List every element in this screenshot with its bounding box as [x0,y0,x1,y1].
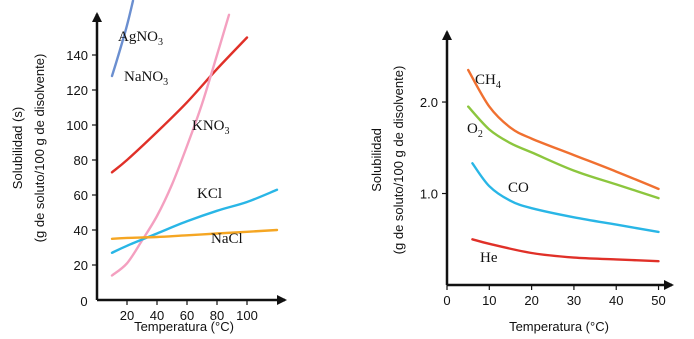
left-x-tick-label: 80 [210,308,224,323]
left-origin-label: 0 [80,294,87,309]
left-x-tick-label: 60 [180,308,194,323]
salt-solubility-chart: 20 40 60 80 100 20 40 60 80 100 120 140 0 Temperatu… [10,0,287,334]
right-y-tick-label: 2.0 [420,95,438,110]
right-x-tick-label: 20 [524,293,538,308]
left-y-axis-subtitle: (g de soluto/100 g de disolvente) [32,54,47,243]
left-series-nacl-label: NaCl [211,231,243,247]
right-x-tick-label: 50 [651,293,665,308]
gas-solubility-chart: 0 10 20 30 40 50 1.0 2.0 Temperatura (°C) Solub… [369,30,674,334]
right-y-axis-title: Solubilidad [369,128,384,192]
right-series-o2-line [467,105,660,200]
left-x-tick-label: 40 [150,308,164,323]
left-x-tick-label: 100 [236,308,258,323]
left-x-axis-title: Temperatura (°C) [134,319,234,334]
right-series-o2-label: O2 [467,121,483,140]
right-series-ch4-line [467,68,660,191]
right-x-tick-label: 10 [482,293,496,308]
right-x-tick-label: 0 [443,293,450,308]
left-y-tick-label: 140 [66,48,88,63]
left-series-nano3-line [110,36,249,174]
left-y-tick-label: 80 [74,153,88,168]
right-series-he-label: He [480,250,498,266]
right-y-tick-label: 1.0 [420,187,438,202]
right-series-he-line [471,238,660,263]
left-series-nano3-label: NaNO3 [124,69,168,88]
left-y-tick-label: 60 [74,188,88,203]
left-series-kno3-label: KNO3 [192,118,230,137]
left-series-nacl-line [110,228,279,240]
left-y-tick-label: 20 [74,258,88,273]
left-x-tick-label: 20 [120,308,134,323]
left-y-axis-title: Solubilidad (s) [10,107,25,189]
left-series-agno3-line [110,0,135,78]
left-y-tick-label: 120 [66,83,88,98]
right-x-axis-title: Temperatura (°C) [509,319,609,334]
left-y-tick-label: 40 [74,223,88,238]
left-series-kcl-line [110,188,279,254]
left-series-kno3-line [110,13,231,277]
right-series-co-line [471,162,660,234]
right-x-tick-label: 40 [609,293,623,308]
right-x-tick-label: 30 [567,293,581,308]
right-series-co-label: CO [508,180,529,196]
left-y-tick-label: 100 [66,118,88,133]
right-series-ch4-label: CH4 [475,72,501,91]
left-series-agno3-label: AgNO3 [118,29,163,48]
left-series-kcl-label: KCl [197,186,222,202]
right-y-axis-subtitle: (g de soluto/100 g de disolvente) [391,66,406,255]
